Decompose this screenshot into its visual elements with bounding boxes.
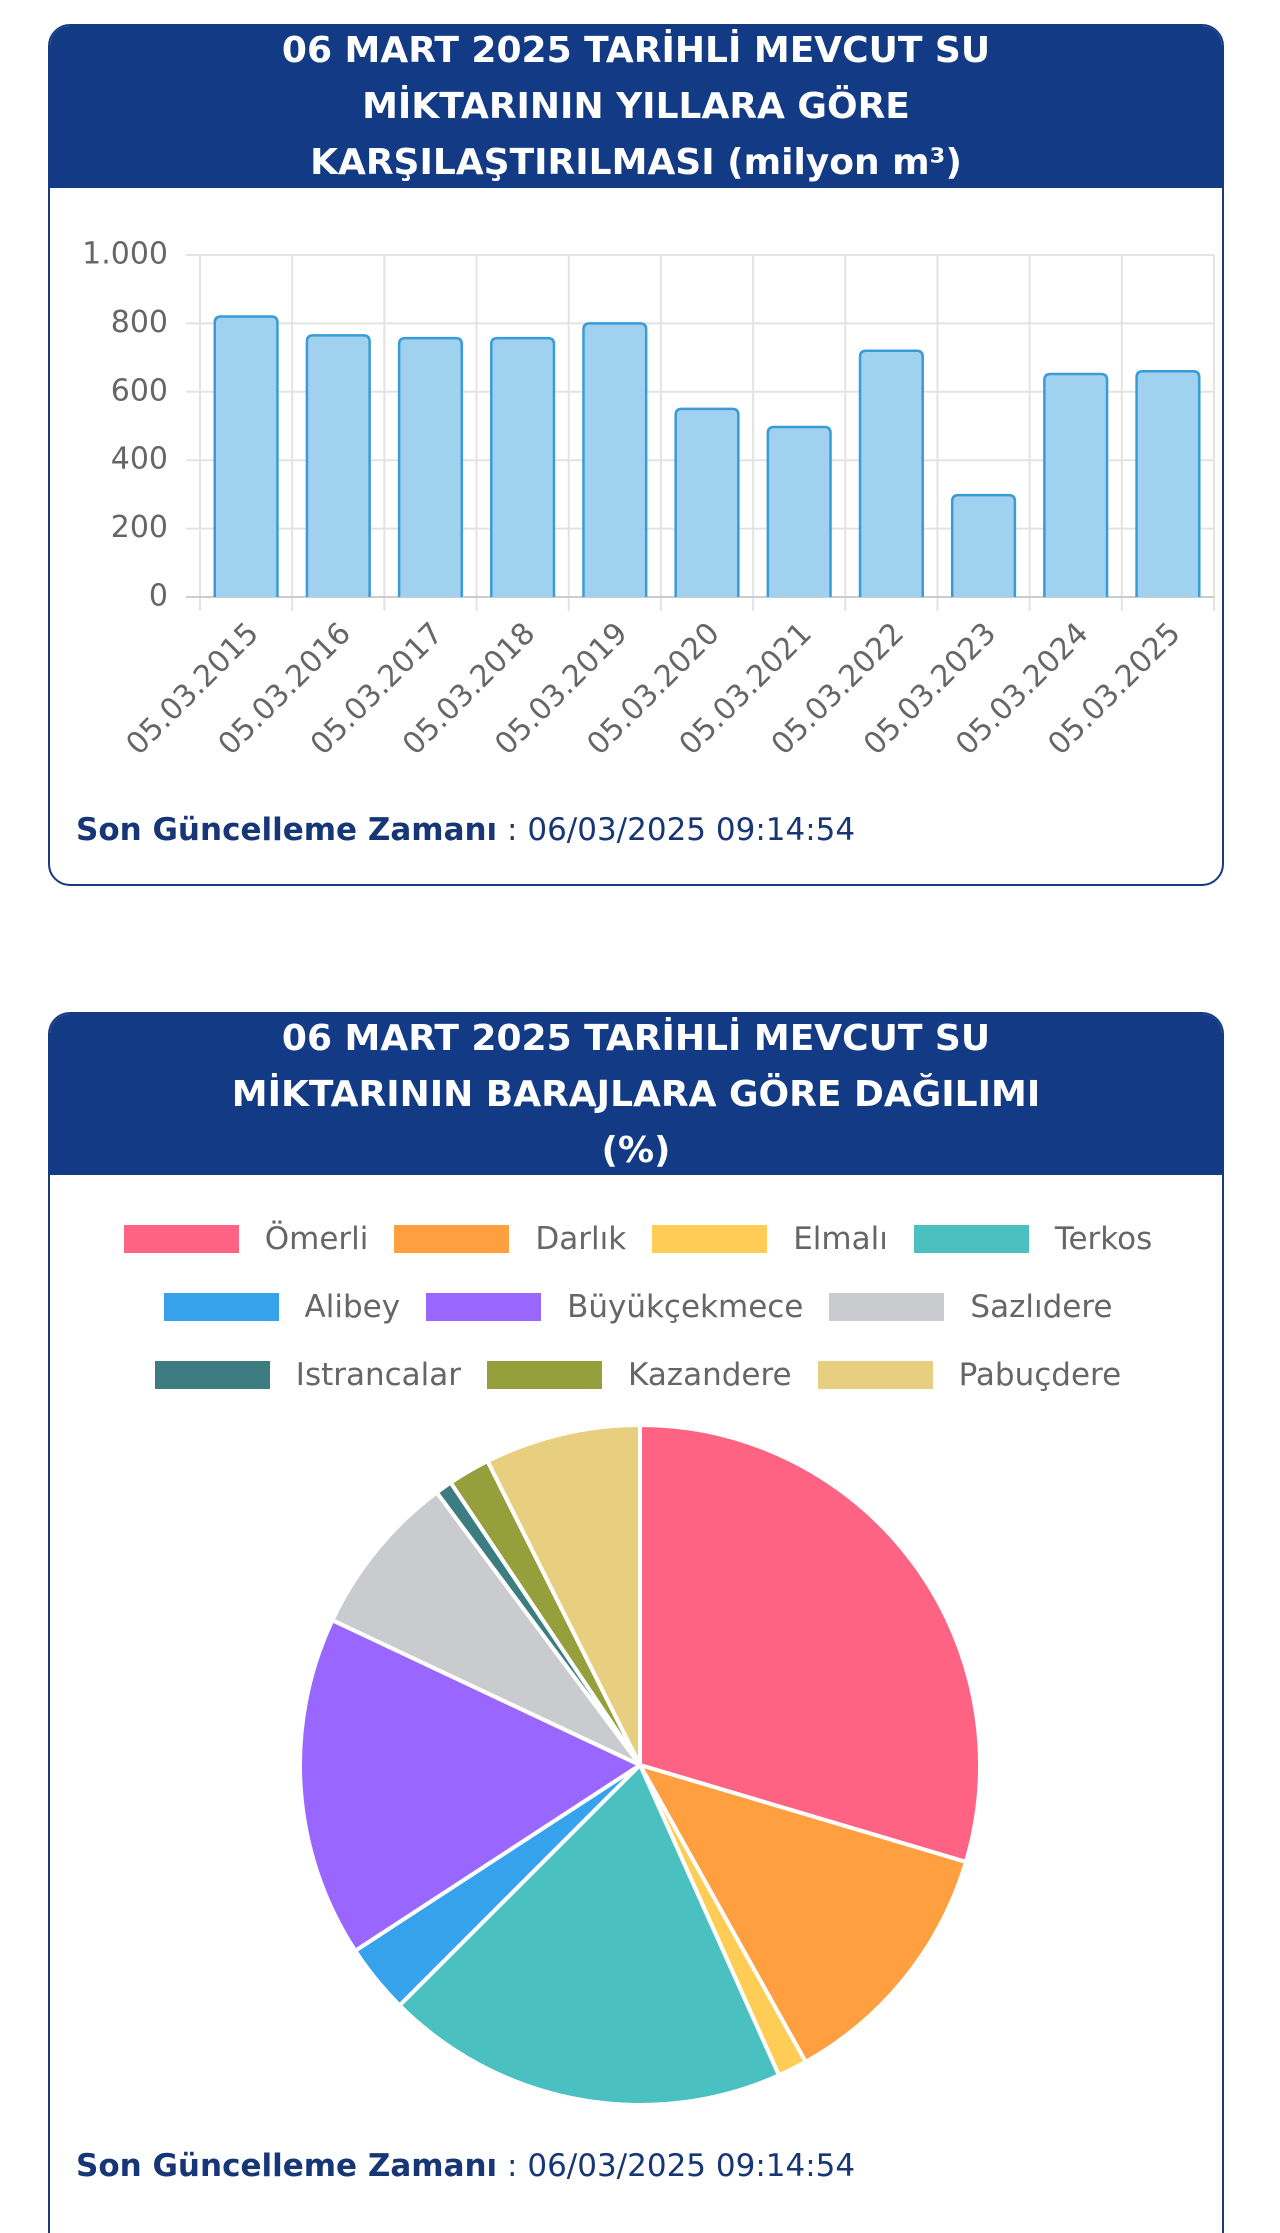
bar — [582, 322, 648, 597]
legend-label: Darlık — [535, 1221, 627, 1257]
y-tick-label: 400 — [111, 442, 168, 477]
bar — [1135, 370, 1201, 597]
panel-title: 06 MART 2025 TARİHLİ MEVCUT SU MİKTARINI… — [50, 1014, 1222, 1175]
legend: Ömerli Darlık Elmalı Terkos Alibey Büyükçekme… — [90, 1221, 1186, 1393]
legend-swatch — [487, 1361, 603, 1389]
footer-value: : 06/03/2025 09:14:54 — [507, 812, 856, 848]
legend-label: Elmalı — [793, 1221, 888, 1257]
legend-item[interactable]: Alibey — [163, 1289, 400, 1325]
legend-label: Terkos — [1054, 1221, 1153, 1257]
legend-item[interactable]: Elmalı — [652, 1221, 888, 1257]
bar — [397, 336, 464, 597]
pie-slice — [635, 1761, 969, 2065]
legend-item[interactable]: Terkos — [913, 1221, 1152, 1257]
pie-chart — [298, 1422, 982, 2107]
legend-label: Alibey — [304, 1289, 401, 1325]
legend-item[interactable]: Darlık — [394, 1221, 626, 1257]
y-tick-label: 1.000 — [82, 237, 168, 272]
legend-label: Istrancalar — [295, 1357, 462, 1393]
bar — [950, 493, 1017, 597]
panel: 06 MART 2025 TARİHLİ MEVCUT SU MİKTARINI… — [48, 1012, 1224, 2233]
pie-slice — [329, 1489, 642, 1767]
bar — [858, 349, 924, 597]
panel: 06 MART 2025 TARİHLİ MEVCUT SU MİKTARINI… — [48, 24, 1224, 886]
pie-area: Ömerli Darlık Elmalı Terkos Alibey Büyükçekme… — [50, 1175, 1222, 2233]
bar — [213, 315, 279, 597]
bar — [766, 425, 832, 597]
footer: Son Güncelleme Zamanı : 06/03/2025 09:14… — [76, 2148, 855, 2184]
bar-chart: 02004006008001.00005.03.201505.03.201605… — [82, 237, 1215, 762]
legend-swatch — [394, 1225, 510, 1253]
pie-slice — [396, 1761, 782, 2107]
legend-swatch — [652, 1225, 768, 1253]
legend-item[interactable]: Ömerli — [123, 1221, 368, 1257]
legend-label: Büyükçekmece — [567, 1289, 804, 1325]
legend-swatch — [829, 1293, 945, 1321]
legend-swatch — [123, 1225, 239, 1253]
pie-slice — [298, 1617, 645, 1954]
legend-swatch — [163, 1293, 279, 1321]
legend-swatch — [154, 1361, 270, 1389]
legend-item[interactable]: Kazandere — [487, 1357, 792, 1393]
legend-item[interactable]: Sazlıdere — [829, 1289, 1112, 1325]
legend-label: Sazlıdere — [970, 1289, 1113, 1325]
bar — [1043, 372, 1109, 597]
footer-label: Son Güncelleme Zamanı — [76, 2148, 498, 2184]
pie-slice — [484, 1422, 642, 1766]
legend-swatch — [913, 1225, 1029, 1253]
pie-slice — [638, 1422, 982, 1865]
panel-title: 06 MART 2025 TARİHLİ MEVCUT SU MİKTARINI… — [50, 26, 1222, 188]
y-tick-label: 0 — [149, 579, 168, 614]
legend-swatch — [426, 1293, 542, 1321]
legend-item[interactable]: Istrancalar — [154, 1357, 461, 1393]
footer-value: : 06/03/2025 09:14:54 — [507, 2148, 856, 2184]
legend-swatch — [817, 1361, 933, 1389]
bar — [305, 334, 371, 597]
bar — [490, 336, 556, 597]
y-tick-label: 600 — [111, 373, 168, 408]
legend-item[interactable]: Pabuçdere — [817, 1357, 1121, 1393]
footer-label: Son Güncelleme Zamanı — [76, 812, 498, 848]
bar — [674, 407, 740, 597]
y-tick-label: 800 — [111, 305, 168, 340]
legend-label: Kazandere — [628, 1357, 792, 1393]
y-tick-label: 200 — [111, 510, 168, 545]
legend-item[interactable]: Büyükçekmece — [426, 1289, 803, 1325]
footer: Son Güncelleme Zamanı : 06/03/2025 09:14… — [76, 812, 855, 848]
legend-label: Ömerli — [264, 1221, 369, 1257]
legend-label: Pabuçdere — [958, 1357, 1122, 1393]
